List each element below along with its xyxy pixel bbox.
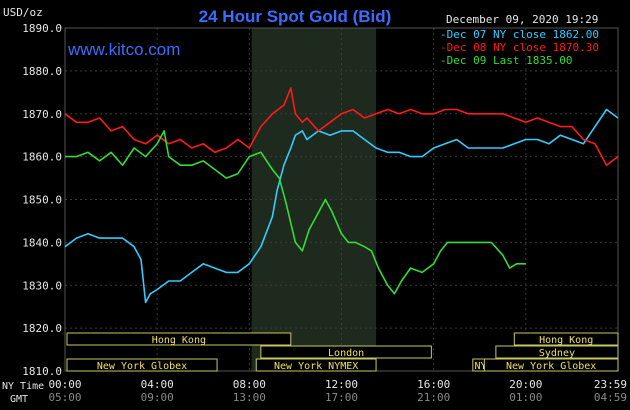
session-label: London [328,348,364,359]
x-tick-label-gmt: 21:00 [417,391,450,404]
x-tick-label-gmt: 01:00 [509,391,542,404]
y-tick-label: 1850.0 [22,194,62,207]
x-tick-label-ny: 12:00 [325,378,358,391]
session-label: New York NYMEX [274,361,358,372]
y-tick-label: 1820.0 [22,322,62,335]
y-tick-labels: 1890.0 1880.0 1870.0 1860.0 1850.0 1840.0 1830… [22,22,62,378]
chart-title: 24 Hour Spot Gold (Bid) [199,7,392,26]
y-axis-label: USD/oz [3,6,43,19]
session-bar-rect [495,345,619,359]
legend-entry: -Dec 07 NY close 1862.00 [440,28,599,41]
session-bar: Hong Kong [513,332,619,346]
session-label: Hong Kong [152,335,206,346]
y-tick-label: 1810.0 [22,365,62,378]
x-tick-label-ny: 20:00 [509,378,542,391]
x-tick-label-gmt: 05:00 [48,391,81,404]
legend-entry: -Dec 08 NY close 1870.30 [440,41,599,54]
legend: -Dec 07 NY close 1862.00-Dec 08 NY close… [440,28,599,67]
session-bar-rect [513,332,619,346]
x-tick-label-gmt: 17:00 [325,391,358,404]
x-tick-label-gmt: 13:00 [233,391,266,404]
session-label: New York Globex [506,361,596,372]
x-tick-label-gmt: 09:00 [141,391,174,404]
session-label: New York Globex [97,361,187,372]
session-bar: Sydney [495,345,619,359]
session-bar-rect [255,358,377,372]
series-lines [64,87,619,304]
session-label: Sydney [539,348,575,359]
x-tick-label-ny: 00:00 [48,378,81,391]
session-bar-rect [66,332,292,346]
x-tick-label-ny: 23:59 [594,378,627,391]
x-tick-label-ny: 16:00 [417,378,450,391]
x-axis-label-ny: NY Time [2,381,44,392]
date-stamp: December 09, 2020 19:29 [446,13,598,26]
y-tick-label: 1830.0 [22,279,62,292]
session-bar-rect [483,358,619,372]
x-tick-label-gmt: 04:59 [594,391,627,404]
y-tick-label: 1870.0 [22,108,62,121]
session-bar: London [260,345,432,359]
session-bar: New York Globex [66,358,218,372]
x-tick-label-ny: 08:00 [233,378,266,391]
series-line [65,130,526,295]
session-bar-rect [66,358,218,372]
y-tick-label: 1840.0 [22,236,62,249]
site-watermark: www.kitco.com [67,40,180,59]
legend-entry: -Dec 09 Last 1835.00 [440,54,572,67]
y-tick-label: 1880.0 [22,65,62,78]
series-line [64,108,619,304]
x-axis-label-gmt: GMT [10,394,28,405]
session-bar-rect [260,345,432,359]
session-bar: Hong Kong [66,332,292,346]
y-tick-label: 1890.0 [22,22,62,35]
x-tick-label-ny: 04:00 [141,378,174,391]
y-tick-label: 1860.0 [22,151,62,164]
session-label: Hong Kong [539,335,593,346]
session-bar: New York NYMEX [255,358,377,372]
trading-sessions: Hong Kong London New York Globex New York N… [66,332,619,372]
session-bar: New York Globex [483,358,619,372]
